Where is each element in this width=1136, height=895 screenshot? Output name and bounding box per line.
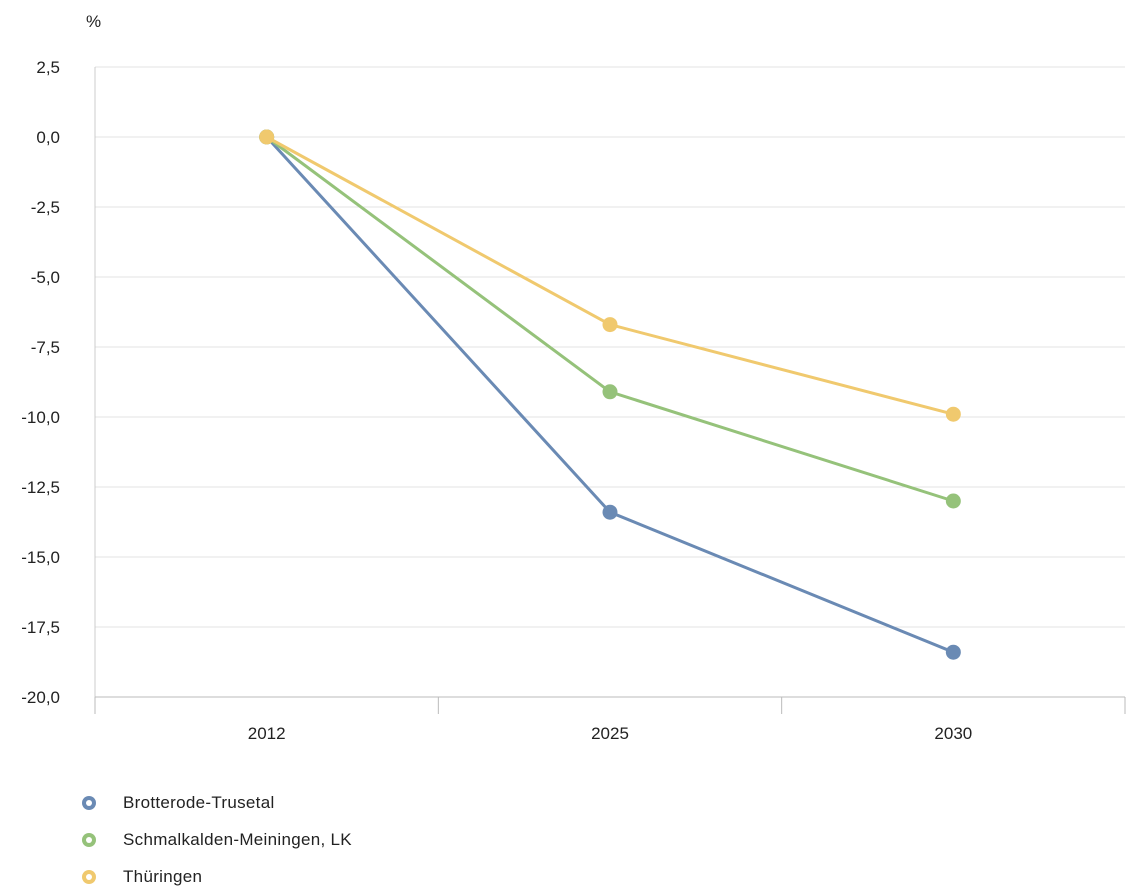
y-tick-label: -12,5 bbox=[21, 478, 60, 497]
y-tick-label: -17,5 bbox=[21, 618, 60, 637]
y-tick-label: -5,0 bbox=[31, 268, 60, 287]
y-axis-label: % bbox=[86, 12, 101, 31]
line-chart: % 2,5 0,0 -2,5 -5,0 -7,5 -10,0 -12,5 -15,0 -17,5… bbox=[21, 12, 1126, 743]
x-tick-label: 2030 bbox=[934, 724, 972, 743]
data-point bbox=[259, 129, 275, 145]
y-axis: 2,5 0,0 -2,5 -5,0 -7,5 -10,0 -12,5 -15,0 -17,5 -2… bbox=[21, 58, 96, 707]
grid bbox=[95, 66, 1125, 628]
legend: Brotterode-Trusetal Schmalkalden-Meininge… bbox=[82, 784, 352, 895]
data-point bbox=[945, 406, 961, 422]
series-group bbox=[259, 129, 961, 660]
y-tick-label: -2,5 bbox=[31, 198, 60, 217]
y-tick-label: 0,0 bbox=[36, 128, 60, 147]
x-axis: 2012 2025 2030 bbox=[94, 696, 1126, 743]
legend-item[interactable]: Brotterode-Trusetal bbox=[82, 784, 352, 821]
y-tick-label: -10,0 bbox=[21, 408, 60, 427]
data-point bbox=[602, 384, 618, 400]
legend-marker-icon bbox=[82, 869, 96, 884]
data-point bbox=[945, 493, 961, 509]
legend-item[interactable]: Schmalkalden-Meiningen, LK bbox=[82, 821, 352, 858]
y-tick-label: -7,5 bbox=[31, 338, 60, 357]
data-point bbox=[945, 644, 961, 660]
y-tick-label: -15,0 bbox=[21, 548, 60, 567]
legend-marker-icon bbox=[82, 832, 96, 847]
series-line bbox=[265, 135, 954, 416]
legend-label: Brotterode-Trusetal bbox=[123, 792, 275, 812]
data-point bbox=[602, 317, 618, 333]
x-tick-label: 2012 bbox=[248, 724, 286, 743]
legend-label: Schmalkalden-Meiningen, LK bbox=[123, 829, 352, 849]
data-point bbox=[602, 504, 618, 520]
x-tick-label: 2025 bbox=[591, 724, 629, 743]
series-th-ringen bbox=[259, 129, 961, 422]
y-tick-label: 2,5 bbox=[36, 58, 60, 77]
legend-marker-icon bbox=[82, 795, 96, 810]
legend-item[interactable]: Thüringen bbox=[82, 858, 352, 895]
y-tick-label: -20,0 bbox=[21, 688, 60, 707]
legend-label: Thüringen bbox=[123, 866, 203, 886]
